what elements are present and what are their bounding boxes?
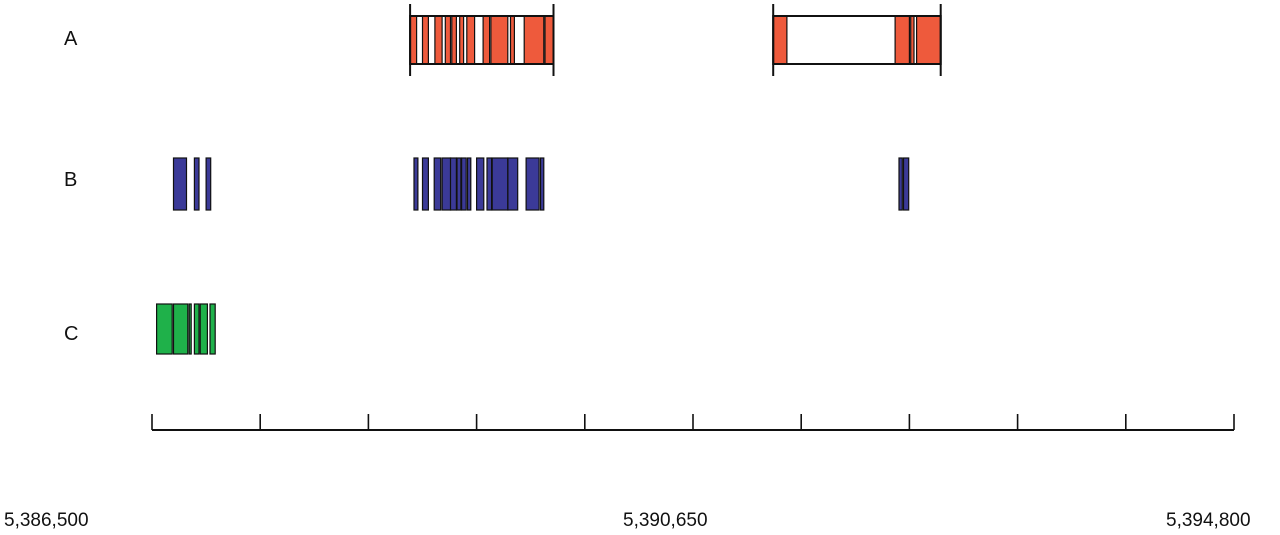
track-a-feature-10 <box>509 15 516 65</box>
track-a-feature-14 <box>894 15 910 65</box>
track-a-feature-11 <box>523 15 545 65</box>
track-b-feature-7 <box>441 157 452 211</box>
track-b <box>172 157 910 211</box>
track-a-feature-3 <box>434 15 443 65</box>
track-b-feature-13 <box>486 157 493 211</box>
track-b-feature-5 <box>421 157 430 211</box>
track-b-feature-11 <box>466 157 472 211</box>
track-b-feature-14 <box>491 157 509 211</box>
axis-label-end: 5,394,800 <box>1166 510 1251 531</box>
track-a-feature-15 <box>910 15 915 65</box>
track-a-feature-8 <box>482 15 491 65</box>
track-label-b: B <box>64 169 78 191</box>
axis-label-mid: 5,390,650 <box>623 510 708 531</box>
tracks-layer <box>156 4 942 355</box>
track-label-a: A <box>64 28 78 50</box>
track-a-feature-12 <box>544 15 555 65</box>
track-a-feature-9 <box>490 15 509 65</box>
track-b-feature-3 <box>205 157 212 211</box>
track-b-feature-8 <box>449 157 458 211</box>
track-a-group-2 <box>772 15 942 65</box>
track-a <box>409 4 942 76</box>
track-c-feature-1 <box>156 303 173 355</box>
track-c-feature-6 <box>209 303 216 355</box>
track-b-feature-18 <box>898 157 903 211</box>
track-b-feature-16 <box>525 157 540 211</box>
track-b-feature-6 <box>433 157 442 211</box>
track-a-feature-2 <box>421 15 430 65</box>
track-c-feature-5 <box>199 303 208 355</box>
track-c-feature-4 <box>193 303 200 355</box>
track-b-feature-17 <box>539 157 545 211</box>
axis-label-start: 5,386,500 <box>4 510 89 531</box>
track-c-feature-3 <box>188 303 192 355</box>
track-b-feature-4 <box>413 157 419 211</box>
track-b-feature-9 <box>456 157 462 211</box>
track-a-feature-7 <box>466 15 476 65</box>
track-label-c: C <box>64 323 79 345</box>
track-b-feature-10 <box>461 157 467 211</box>
track-a-feature-4 <box>444 15 452 65</box>
track-a-feature-13 <box>772 15 788 65</box>
track-b-feature-1 <box>172 157 188 211</box>
track-c <box>156 303 216 355</box>
track-b-feature-12 <box>476 157 485 211</box>
track-b-feature-19 <box>902 157 910 211</box>
track-a-feature-5 <box>451 15 457 65</box>
track-a-feature-6 <box>459 15 465 65</box>
coordinate-axis <box>151 414 1235 431</box>
track-a-feature-16 <box>915 15 942 65</box>
track-b-feature-2 <box>193 157 200 211</box>
track-c-feature-2 <box>172 303 189 355</box>
track-b-feature-15 <box>507 157 519 211</box>
